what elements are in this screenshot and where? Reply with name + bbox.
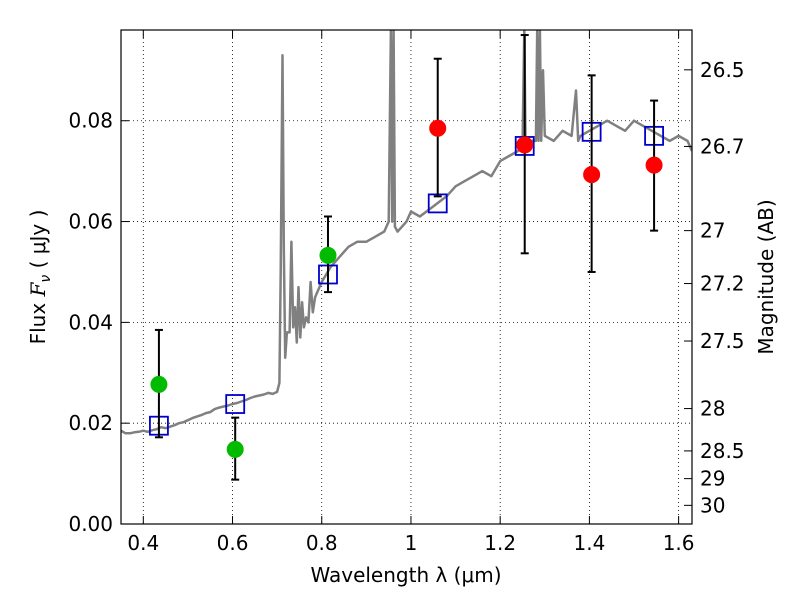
ticks-layer: 0.4 0.6 0.8 1 1.2 1.4 1.6 0.00 0.02 0.04 0.06 0.08 2… [68, 30, 745, 555]
x-tick-label: 1 [405, 531, 418, 555]
y2-tick-label: 28 [700, 397, 725, 421]
model-photometry-point [225, 394, 246, 414]
y-axis-label-symbol: F [26, 281, 50, 297]
y-axis-label: Flux Fν ( μJy ) [26, 210, 54, 345]
observed-flux-point [429, 119, 447, 137]
y2-tick-label: 27 [700, 219, 725, 243]
x-tick-label: 0.8 [306, 531, 338, 555]
y-axis-label-prefix: Flux [26, 296, 50, 344]
plot-background [121, 30, 692, 524]
x-tick-label: 1.2 [484, 531, 516, 555]
y-axis-label-subscript: ν [38, 275, 54, 283]
y2-tick-label: 26.5 [700, 58, 745, 82]
observed-flux-point [226, 440, 244, 458]
y2-tick-label: 30 [700, 493, 725, 517]
observed-flux-point [150, 375, 168, 393]
y2-tick-label: 26.7 [700, 134, 745, 158]
x-tick-label: 1.6 [663, 531, 695, 555]
spectrum-line [121, 30, 692, 435]
y-tick-label: 0.02 [68, 411, 113, 435]
observed-flux-point [516, 136, 534, 154]
observed-flux-point [645, 156, 663, 174]
y-tick-label: 0.06 [68, 210, 113, 234]
y-axis-label-units: ( μJy ) [26, 210, 50, 275]
observed-flux-point [319, 246, 337, 264]
y2-tick-label: 27.5 [700, 329, 745, 353]
y2-tick-label: 28.5 [700, 439, 745, 463]
spectrum-layer [121, 30, 692, 435]
x-tick-label: 0.4 [127, 531, 159, 555]
y-tick-label: 0.00 [68, 512, 113, 536]
y-tick-label: 0.04 [68, 310, 113, 334]
y2-axis-label: Magnitude (AB) [754, 199, 778, 354]
y2-tick-label: 27.2 [700, 272, 745, 296]
plot-frame [120, 29, 693, 525]
x-tick-label: 0.6 [217, 531, 249, 555]
x-tick-label: 1.4 [573, 531, 605, 555]
y-tick-label: 0.08 [68, 109, 113, 133]
y2-tick-label: 29 [700, 467, 725, 491]
markers-layer [149, 34, 664, 481]
observed-flux-point [583, 166, 601, 184]
x-axis-label: Wavelength λ (μm) [310, 563, 501, 587]
